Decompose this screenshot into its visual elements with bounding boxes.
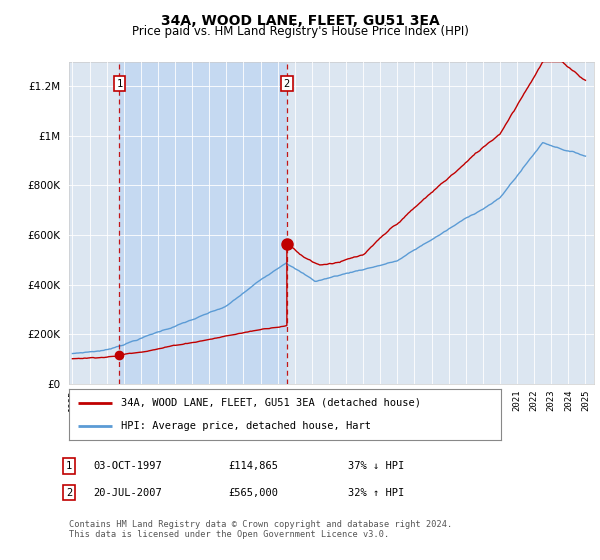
Text: £565,000: £565,000 (228, 488, 278, 498)
Text: 32% ↑ HPI: 32% ↑ HPI (348, 488, 404, 498)
Text: HPI: Average price, detached house, Hart: HPI: Average price, detached house, Hart (121, 421, 371, 431)
Text: Contains HM Land Registry data © Crown copyright and database right 2024.
This d: Contains HM Land Registry data © Crown c… (69, 520, 452, 539)
Text: 20-JUL-2007: 20-JUL-2007 (93, 488, 162, 498)
Text: 1: 1 (66, 461, 72, 471)
Text: Price paid vs. HM Land Registry's House Price Index (HPI): Price paid vs. HM Land Registry's House … (131, 25, 469, 38)
Text: 2: 2 (66, 488, 72, 498)
Text: 1: 1 (116, 79, 122, 89)
Text: 03-OCT-1997: 03-OCT-1997 (93, 461, 162, 471)
Bar (119, 62, 287, 384)
Text: £114,865: £114,865 (228, 461, 278, 471)
Text: 37% ↓ HPI: 37% ↓ HPI (348, 461, 404, 471)
Text: 34A, WOOD LANE, FLEET, GU51 3EA (detached house): 34A, WOOD LANE, FLEET, GU51 3EA (detache… (121, 398, 421, 408)
Text: 2: 2 (284, 79, 290, 89)
Text: 34A, WOOD LANE, FLEET, GU51 3EA: 34A, WOOD LANE, FLEET, GU51 3EA (161, 14, 439, 28)
